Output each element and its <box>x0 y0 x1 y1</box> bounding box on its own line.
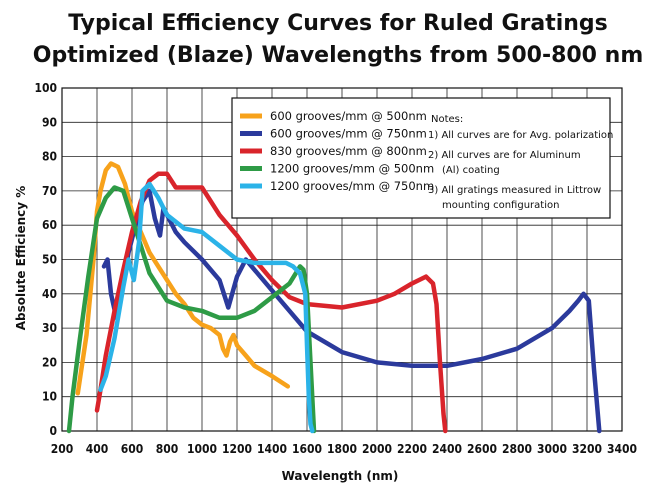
y-tick-label: 0 <box>49 424 57 438</box>
x-tick-label: 2200 <box>397 442 427 456</box>
legend-label: 600 grooves/mm @ 500nm <box>270 109 427 123</box>
x-axis-label: Wavelength (nm) <box>282 469 399 483</box>
y-tick-label: 50 <box>42 253 57 267</box>
chart-title-line-1: Typical Efficiency Curves for Ruled Grat… <box>68 11 608 36</box>
x-tick-labels: 200 400 600 800 1000 1200 1400 1600 1800 2000 2200… <box>51 442 637 456</box>
x-tick-label: 1000 <box>187 442 217 456</box>
legend: 600 grooves/mm @ 500nm 600 grooves/mm @ 7… <box>231 97 613 219</box>
y-tick-label: 20 <box>42 355 57 369</box>
x-tick-label: 1600 <box>292 442 322 456</box>
legend-label: 1200 grooves/mm @ 750nm <box>270 179 434 193</box>
x-tick-label: 800 <box>156 442 179 456</box>
x-tick-label: 1800 <box>327 442 357 456</box>
y-axis-label: Absolute Efficiency % <box>14 186 28 331</box>
note-2: 2) All curves are for Aluminum <box>428 150 581 161</box>
series-line <box>101 188 602 434</box>
plot-frame <box>61 87 623 432</box>
x-tick-label: 2800 <box>502 442 532 456</box>
notes: Notes: 1) All curves are for Avg. polari… <box>428 114 613 211</box>
x-tick-label: 2600 <box>467 442 497 456</box>
legend-label: 830 grooves/mm @ 800nm <box>270 144 427 158</box>
x-tick-label: 3000 <box>537 442 567 456</box>
chart-title-line-2: Optimized (Blaze) Wavelengths from 500-8… <box>33 43 644 68</box>
x-tick-label: 1400 <box>257 442 287 456</box>
note-3: 3) All gratings measured in Littrow <box>428 185 601 196</box>
y-tick-labels: 0 10 20 30 40 50 60 70 80 90 100 <box>34 81 57 438</box>
x-tick-label: 3400 <box>607 442 637 456</box>
x-tick-label: 400 <box>86 442 109 456</box>
series-line <box>94 171 448 434</box>
y-tick-label: 10 <box>42 390 57 404</box>
legend-items: 600 grooves/mm @ 500nm 600 grooves/mm @ 7… <box>240 109 434 193</box>
series-line <box>75 161 291 396</box>
legend-box <box>231 97 611 219</box>
y-tick-label: 100 <box>34 81 57 95</box>
x-tick-label: 1200 <box>222 442 252 456</box>
series-lines <box>66 161 602 434</box>
y-tick-label: 60 <box>42 218 57 232</box>
y-tick-label: 30 <box>42 321 57 335</box>
x-tick-label: 200 <box>51 442 74 456</box>
x-tick-label: 3200 <box>572 442 602 456</box>
y-tick-label: 90 <box>42 115 57 129</box>
y-tick-label: 70 <box>42 184 57 198</box>
x-tick-label: 2000 <box>362 442 392 456</box>
y-tick-label: 80 <box>42 150 57 164</box>
note-3-cont: mounting configuration <box>442 200 559 211</box>
x-tick-label: 2400 <box>432 442 462 456</box>
y-tick-label: 40 <box>42 287 57 301</box>
notes-title: Notes: <box>431 114 463 125</box>
series-line <box>98 181 315 434</box>
legend-label: 1200 grooves/mm @ 500nm <box>270 162 434 176</box>
legend-label: 600 grooves/mm @ 750nm <box>270 127 427 141</box>
note-1: 1) All curves are for Avg. polarization <box>428 130 613 141</box>
note-2-cont: (Al) coating <box>442 165 500 176</box>
series-line <box>66 185 317 434</box>
x-tick-label: 600 <box>121 442 144 456</box>
